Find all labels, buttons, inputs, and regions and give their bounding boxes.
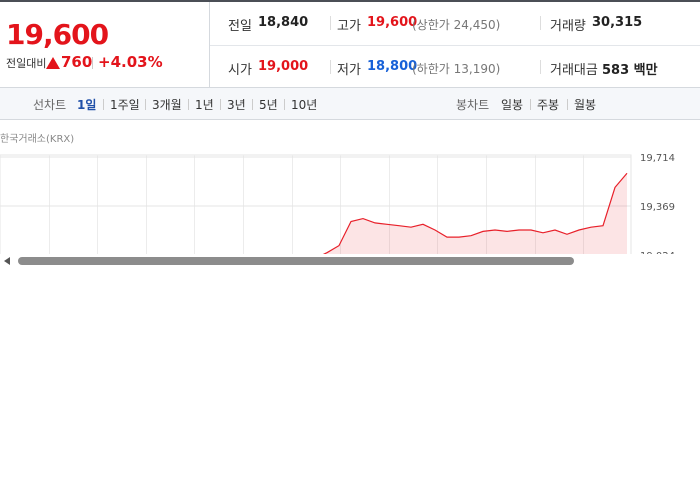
scroll-left[interactable] [4,257,10,265]
y-tick-label: 19,024 [640,251,675,254]
change-label: 전일대비 [6,57,47,70]
stat-value: 583 백만 [602,63,658,78]
stat-label: 거래대금 [550,63,598,78]
period-tab[interactable]: 3년 [227,98,246,112]
price-line [322,172,628,254]
period-tab[interactable]: 10년 [291,98,318,112]
stat-note: (하한가 13,190) [412,62,501,76]
tab-separator [252,99,253,110]
stat-value: 18,840 [258,15,309,30]
tab-separator [103,99,104,110]
data-source: 한국거래소(KRX) [0,134,75,145]
divider [92,57,93,69]
up-arrow [46,57,60,69]
period-tabs: 선차트 봉차트 1일 1주일 3개월 1년 3년 5년 10년 일봉 주봉 월봉 [0,88,700,120]
period-tab[interactable]: 3개월 [152,98,182,112]
price-area [324,173,627,254]
y-tick-label: 19,369 [640,202,675,213]
tab-group-label: 봉차트 [456,98,490,112]
current-price: 19,600 [6,18,109,51]
scrollbar[interactable] [0,254,700,268]
change: 760 [61,53,93,71]
tab-separator [284,99,285,110]
divider [540,60,541,74]
period-tab[interactable]: 1일 [77,98,97,112]
tab-separator [530,99,531,110]
stat-value: 30,315 [592,15,643,30]
candle-tab[interactable]: 일봉 [501,98,524,112]
stat-note: (상한가 24,450) [412,18,501,32]
stat-value: 19,600 [367,15,418,30]
y-tick-label: 19,714 [640,153,675,164]
stat-label: 전일 [228,19,252,34]
stat-value: 19,000 [258,59,309,74]
candle-tab[interactable]: 월봉 [574,98,597,112]
period-tab[interactable]: 1년 [195,98,214,112]
period-tab[interactable]: 5년 [259,98,278,112]
chart: 19,714 19,369 19,024 [0,153,675,254]
summary-panel: 19,600 전일대비 760 +4.03% 전일 18,840 고가 19,6… [0,0,700,88]
divider [209,2,210,88]
plot-frame [0,154,632,254]
tab-separator [220,99,221,110]
tab-separator [145,99,146,110]
tab-separator [188,99,189,110]
divider [210,45,700,46]
tab-separator [567,99,568,110]
change-rate: +4.03% [98,53,163,71]
divider [330,16,331,30]
stat-label: 저가 [337,63,361,78]
scroll-thumb[interactable] [18,257,574,265]
stat-value: 18,800 [367,59,418,74]
candle-tab[interactable]: 주봉 [537,98,560,112]
divider [330,60,331,74]
divider [540,16,541,30]
stat-label: 시가 [228,63,252,78]
tab-group-label: 선차트 [33,98,67,112]
stat-label: 고가 [337,19,361,34]
period-tab[interactable]: 1주일 [110,98,140,112]
stat-label: 거래량 [550,19,586,34]
